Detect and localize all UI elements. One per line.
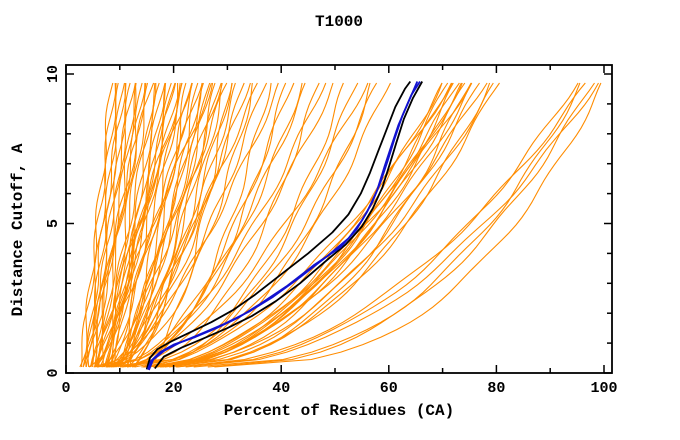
ensemble-curve bbox=[154, 82, 488, 368]
ensemble-curve bbox=[98, 82, 193, 367]
ensemble-curve bbox=[110, 82, 251, 368]
chart-title: T1000 bbox=[315, 13, 363, 31]
ensemble-curve bbox=[102, 82, 187, 368]
axis-ticks bbox=[65, 65, 612, 374]
x-tick-label: 100 bbox=[590, 380, 617, 397]
x-tick-label: 60 bbox=[380, 380, 398, 397]
ensemble-curve bbox=[111, 82, 279, 368]
x-tick-label: 20 bbox=[165, 380, 183, 397]
y-axis-label: Distance Cutoff, A bbox=[9, 143, 27, 316]
ensemble-curve bbox=[164, 82, 472, 368]
y-tick-label: 10 bbox=[45, 65, 62, 83]
ensemble-curve bbox=[94, 82, 126, 368]
ensemble-curve bbox=[103, 82, 143, 368]
ensemble-curve bbox=[105, 82, 327, 368]
ensemble-curve bbox=[96, 82, 253, 368]
ensemble-curve bbox=[110, 82, 222, 368]
ensemble-curve bbox=[90, 82, 183, 368]
ensemble-curve bbox=[142, 82, 359, 368]
ensemble-curve bbox=[101, 82, 204, 368]
ensemble-curve bbox=[207, 82, 595, 368]
ensemble-curve bbox=[145, 82, 452, 368]
ensemble-curve bbox=[155, 82, 462, 368]
x-axis-label: Percent of Residues (CA) bbox=[224, 402, 454, 420]
highlight-curve-model-blue-2 bbox=[148, 81, 421, 371]
y-tick-label: 0 bbox=[45, 368, 62, 377]
ensemble-curves-layer bbox=[79, 82, 602, 368]
highlight-curve-model-black-left bbox=[145, 80, 412, 370]
ensemble-curve bbox=[80, 82, 117, 368]
ensemble-curve bbox=[96, 82, 212, 368]
tick-labels: 0 20 40 60 80 100 0 5 10 bbox=[45, 65, 618, 397]
ensemble-curve bbox=[159, 82, 453, 368]
ensemble-curve bbox=[116, 82, 193, 368]
ensemble-curve bbox=[85, 82, 117, 368]
ensemble-curve bbox=[175, 82, 579, 368]
ensemble-curve bbox=[92, 82, 136, 368]
ensemble-curve bbox=[114, 82, 166, 368]
ensemble-curve bbox=[113, 82, 228, 368]
ensemble-curve bbox=[115, 82, 211, 368]
x-tick-label: 0 bbox=[61, 380, 70, 397]
ensemble-curve bbox=[169, 82, 500, 368]
ensemble-curve bbox=[106, 82, 193, 368]
x-tick-label: 80 bbox=[487, 380, 505, 397]
ensemble-curve bbox=[97, 82, 137, 368]
ensemble-curve bbox=[147, 82, 443, 368]
ensemble-curve bbox=[129, 82, 203, 368]
highlight-curves-layer bbox=[145, 80, 423, 371]
highlight-curve-model-black-right bbox=[154, 81, 423, 370]
x-tick-label: 40 bbox=[272, 380, 290, 397]
ensemble-curve bbox=[129, 82, 334, 368]
ensemble-curve bbox=[177, 82, 586, 368]
ensemble-curve bbox=[101, 82, 147, 367]
ensemble-curve bbox=[133, 82, 306, 368]
ensemble-curve bbox=[153, 82, 460, 368]
ensemble-curve bbox=[155, 82, 494, 368]
y-tick-label: 5 bbox=[45, 219, 62, 228]
ensemble-curve bbox=[86, 82, 127, 368]
ensemble-curve bbox=[85, 82, 146, 368]
ensemble-curve bbox=[214, 82, 602, 368]
ensemble-curve bbox=[131, 82, 272, 368]
ensemble-curve bbox=[120, 82, 223, 368]
ensemble-curve bbox=[157, 82, 480, 368]
ensemble-curve bbox=[152, 82, 473, 368]
highlight-curve-model-blue-1 bbox=[146, 81, 419, 370]
ensemble-curve bbox=[145, 82, 466, 368]
ensemble-curve bbox=[94, 82, 155, 368]
ensemble-curve bbox=[127, 82, 295, 368]
ensemble-curve bbox=[126, 82, 369, 368]
ensemble-curve bbox=[120, 82, 320, 368]
plot-frame bbox=[65, 64, 613, 374]
ensemble-curve bbox=[93, 82, 245, 368]
ensemble-curve bbox=[95, 82, 156, 368]
ensemble-curve bbox=[105, 82, 268, 368]
ensemble-curve bbox=[117, 82, 258, 368]
ensemble-curve bbox=[112, 82, 344, 368]
ensemble-curve bbox=[144, 82, 473, 368]
ensemble-curve bbox=[185, 82, 599, 368]
ensemble-curve bbox=[162, 82, 491, 368]
ensemble-curve bbox=[122, 82, 391, 368]
ensemble-curve bbox=[105, 82, 166, 368]
ensemble-curve bbox=[160, 82, 454, 368]
